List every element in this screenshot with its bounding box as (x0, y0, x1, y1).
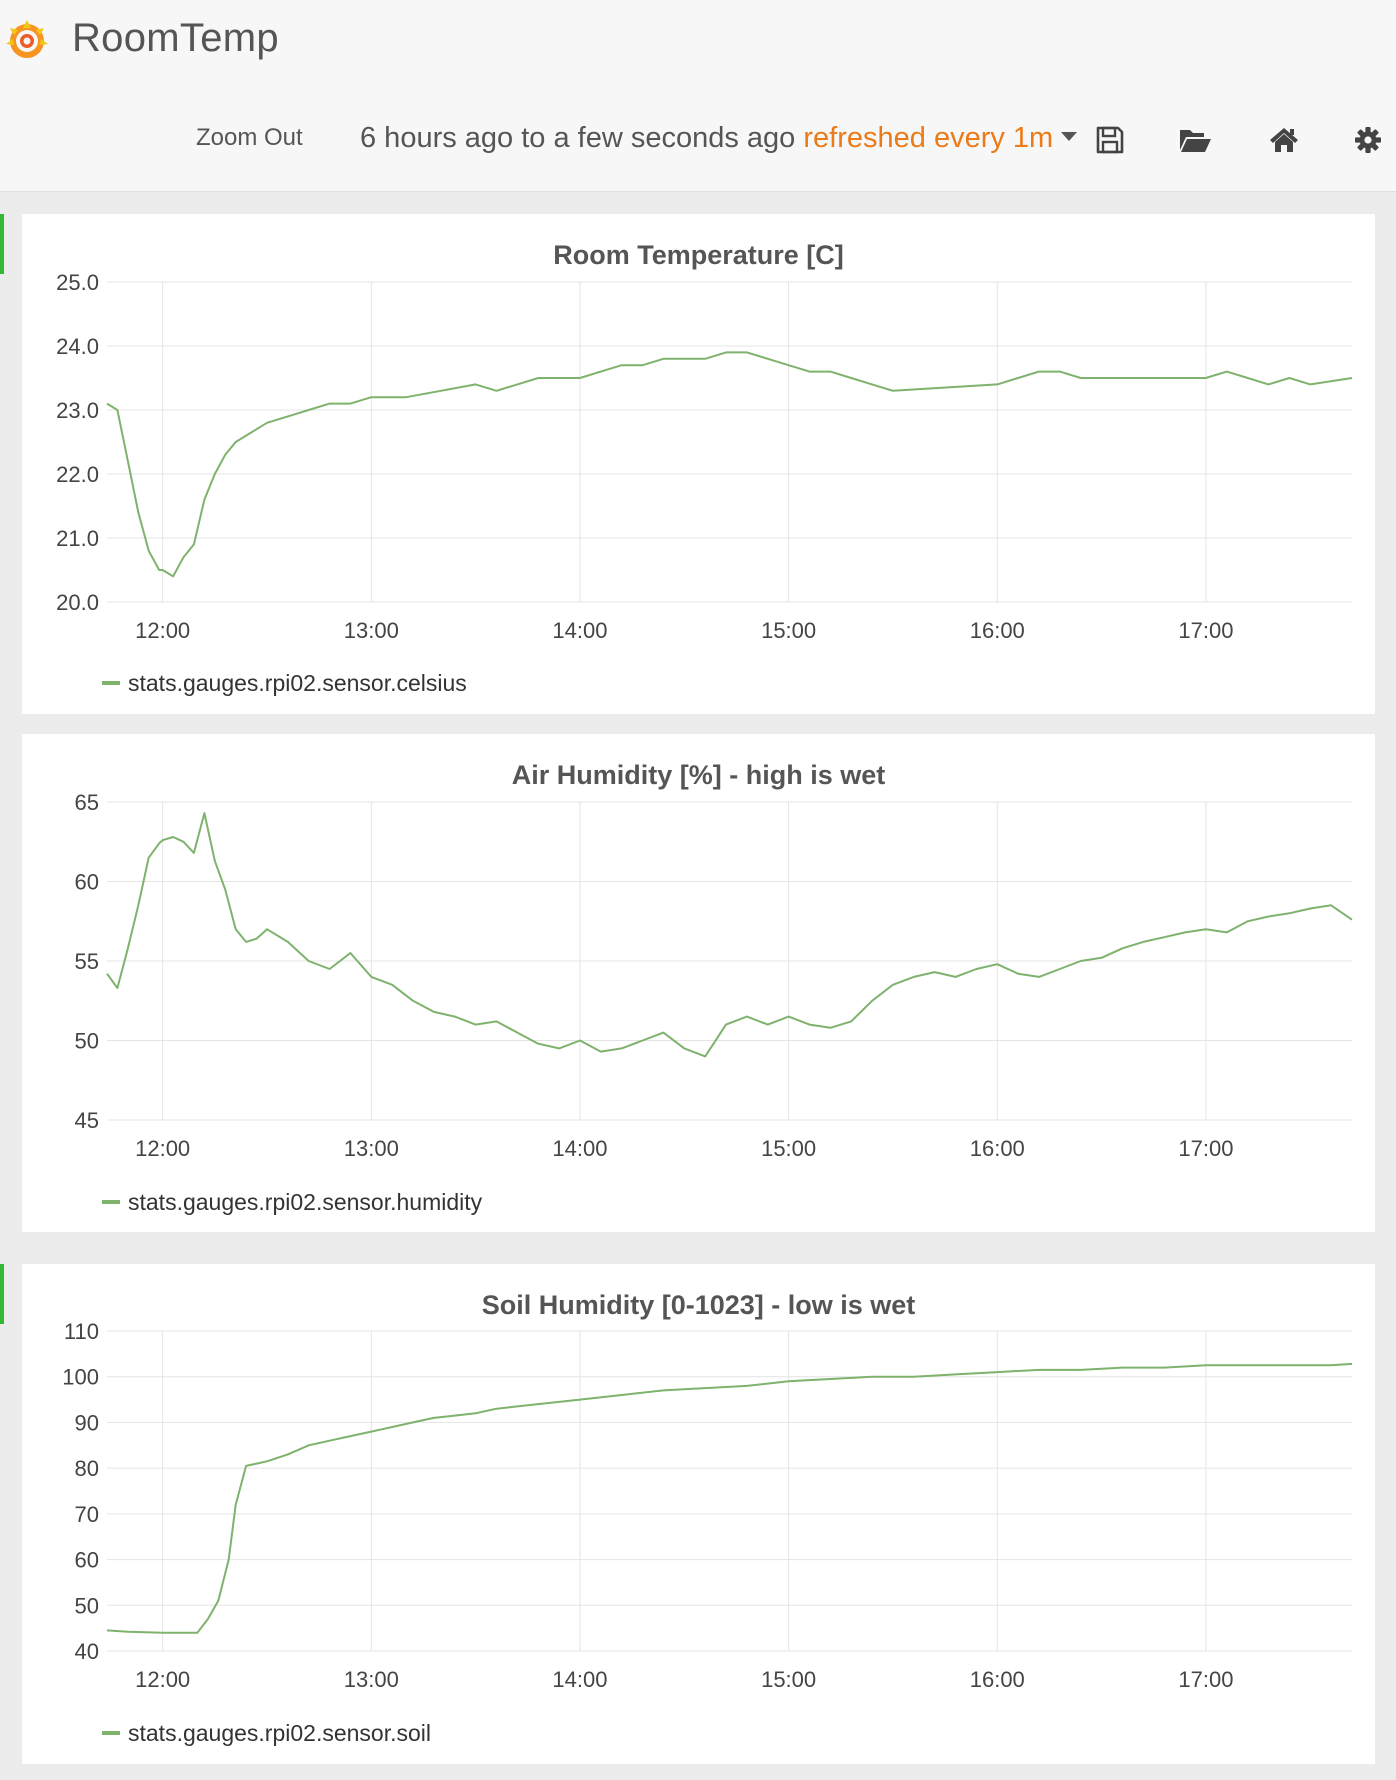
y-tick-label: 22.0 (56, 462, 99, 487)
y-tick-label: 50 (75, 1029, 99, 1054)
series-line[interactable] (106, 351, 1353, 578)
y-tick-label: 60 (75, 870, 99, 895)
time-range-picker[interactable]: 6 hours ago to a few seconds ago refresh… (360, 122, 1078, 155)
y-tick-label: 24.0 (56, 334, 99, 359)
y-tick-label: 80 (75, 1456, 99, 1481)
legend-item[interactable]: stats.gauges.rpi02.sensor.humidity (102, 1189, 482, 1216)
y-tick-label: 110 (64, 1319, 99, 1344)
x-tick-label: 14:00 (552, 1136, 607, 1161)
legend-item[interactable]: stats.gauges.rpi02.sensor.soil (102, 1720, 431, 1747)
x-tick-label: 17:00 (1178, 1136, 1233, 1161)
top-navbar: RoomTemp Zoom Out 6 hours ago to a few s… (0, 0, 1396, 192)
x-tick-label: 13:00 (344, 1667, 399, 1692)
x-tick-label: 14:00 (552, 1667, 607, 1692)
y-tick-label: 25.0 (56, 270, 99, 295)
x-tick-label: 17:00 (1178, 618, 1233, 643)
y-tick-label: 50 (75, 1593, 99, 1618)
y-tick-label: 40 (75, 1639, 99, 1664)
panel-title[interactable]: Room Temperature [C] (553, 240, 844, 270)
y-tick-label: 23.0 (56, 398, 99, 423)
home-icon[interactable] (1268, 124, 1300, 156)
row-collapse-handle[interactable] (0, 1264, 4, 1324)
y-tick-label: 20.0 (56, 590, 99, 615)
x-tick-label: 17:00 (1178, 1667, 1233, 1692)
grafana-logo-icon[interactable] (2, 14, 52, 66)
series-color-swatch[interactable] (102, 680, 120, 685)
y-tick-label: 55 (75, 949, 99, 974)
panel-title[interactable]: Soil Humidity [0-1023] - low is wet (481, 1290, 916, 1320)
series-line[interactable] (106, 1362, 1353, 1634)
graph-panel-soil-humidity[interactable]: Soil Humidity [0-1023] - low is wet 110 1… (22, 1264, 1375, 1764)
x-tick-label: 16:00 (970, 1667, 1025, 1692)
y-tick-label: 45 (75, 1108, 99, 1133)
x-tick-label: 15:00 (761, 1667, 816, 1692)
x-tick-label: 15:00 (761, 618, 816, 643)
x-tick-label: 16:00 (970, 1136, 1025, 1161)
legend-item[interactable]: stats.gauges.rpi02.sensor.celsius (102, 670, 467, 697)
series-color-swatch[interactable] (102, 1730, 120, 1735)
x-tick-label: 12:00 (135, 1136, 190, 1161)
dashboard-title[interactable]: RoomTemp (72, 16, 279, 60)
series-color-swatch[interactable] (102, 1199, 120, 1204)
legend-series-name[interactable]: stats.gauges.rpi02.sensor.soil (128, 1720, 432, 1746)
y-tick-label: 100 (62, 1365, 99, 1390)
y-tick-label: 65 (75, 790, 99, 815)
time-range-text: 6 hours ago to a few seconds ago (360, 122, 796, 154)
y-tick-label: 21.0 (56, 526, 99, 551)
x-tick-label: 12:00 (135, 1667, 190, 1692)
x-tick-label: 16:00 (970, 618, 1025, 643)
folder-open-icon[interactable] (1178, 124, 1212, 156)
graph-panel-room-temperature[interactable]: Room Temperature [C] 25.0 24.0 23.0 22.0 21.… (22, 214, 1375, 714)
air-humidity-chart[interactable]: 65 60 55 50 45 12:00 13:00 14:00 15:00 16:00 17:00 (22, 734, 1375, 1232)
row-collapse-handle[interactable] (0, 214, 4, 274)
gear-icon[interactable] (1354, 124, 1382, 156)
graph-panel-air-humidity[interactable]: Air Humidity [%] - high is wet 65 60 55 50 4… (22, 734, 1375, 1232)
x-tick-label: 12:00 (135, 618, 190, 643)
panel-title[interactable]: Air Humidity [%] - high is wet (511, 760, 886, 790)
y-tick-label: 90 (75, 1410, 99, 1435)
y-tick-label: 60 (75, 1548, 99, 1573)
temperature-chart[interactable]: 25.0 24.0 23.0 22.0 21.0 20.0 12:00 13:00 14:00 1… (22, 214, 1375, 714)
save-icon[interactable] (1094, 124, 1126, 156)
refresh-interval-text: refreshed every 1m (803, 122, 1054, 154)
legend-series-name[interactable]: stats.gauges.rpi02.sensor.celsius (128, 670, 467, 696)
x-tick-label: 13:00 (344, 618, 399, 643)
series-line[interactable] (106, 812, 1353, 1058)
x-tick-label: 14:00 (552, 618, 607, 643)
x-tick-label: 13:00 (344, 1136, 399, 1161)
x-tick-label: 15:00 (761, 1136, 816, 1161)
zoom-out-button[interactable]: Zoom Out (196, 124, 303, 151)
y-tick-label: 70 (75, 1502, 99, 1527)
caret-down-icon (1061, 131, 1078, 141)
soil-humidity-chart[interactable]: 110 100 90 80 70 60 50 40 12:00 13:00 14:00 15:00 16… (22, 1264, 1375, 1764)
legend-series-name[interactable]: stats.gauges.rpi02.sensor.humidity (128, 1189, 483, 1215)
